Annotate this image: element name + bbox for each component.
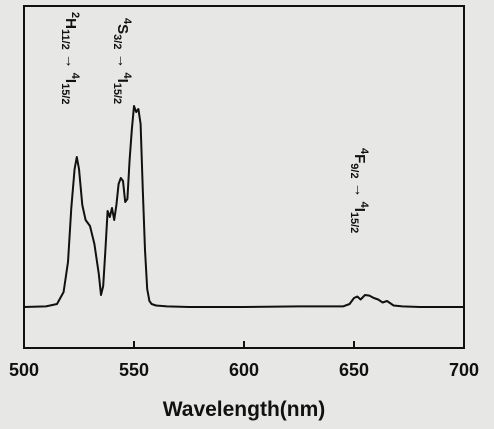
- x-axis-ticks: [23, 341, 465, 348]
- x-tick-label: 500: [9, 360, 39, 380]
- x-axis-title: Wavelength(nm): [163, 398, 326, 421]
- transition-label: 4S3/2→4I15/2: [111, 18, 133, 104]
- plot-frame: [23, 5, 465, 349]
- x-tick-label: 650: [339, 360, 369, 380]
- series-line: [23, 105, 464, 308]
- transition-label: 4F9/2→4I15/2: [348, 148, 370, 233]
- x-axis-tick-labels: 500 550 600 650 700: [9, 360, 479, 380]
- x-tick-label: 600: [229, 360, 259, 380]
- transition-label: 2H11/2→4I15/2: [59, 12, 81, 105]
- x-tick-label: 550: [119, 360, 149, 380]
- x-tick-label: 700: [449, 360, 479, 380]
- transition-annotations: 2H11/2→4I15/2 4S3/2→4I15/2 4F9/2→4I15/2: [59, 12, 370, 233]
